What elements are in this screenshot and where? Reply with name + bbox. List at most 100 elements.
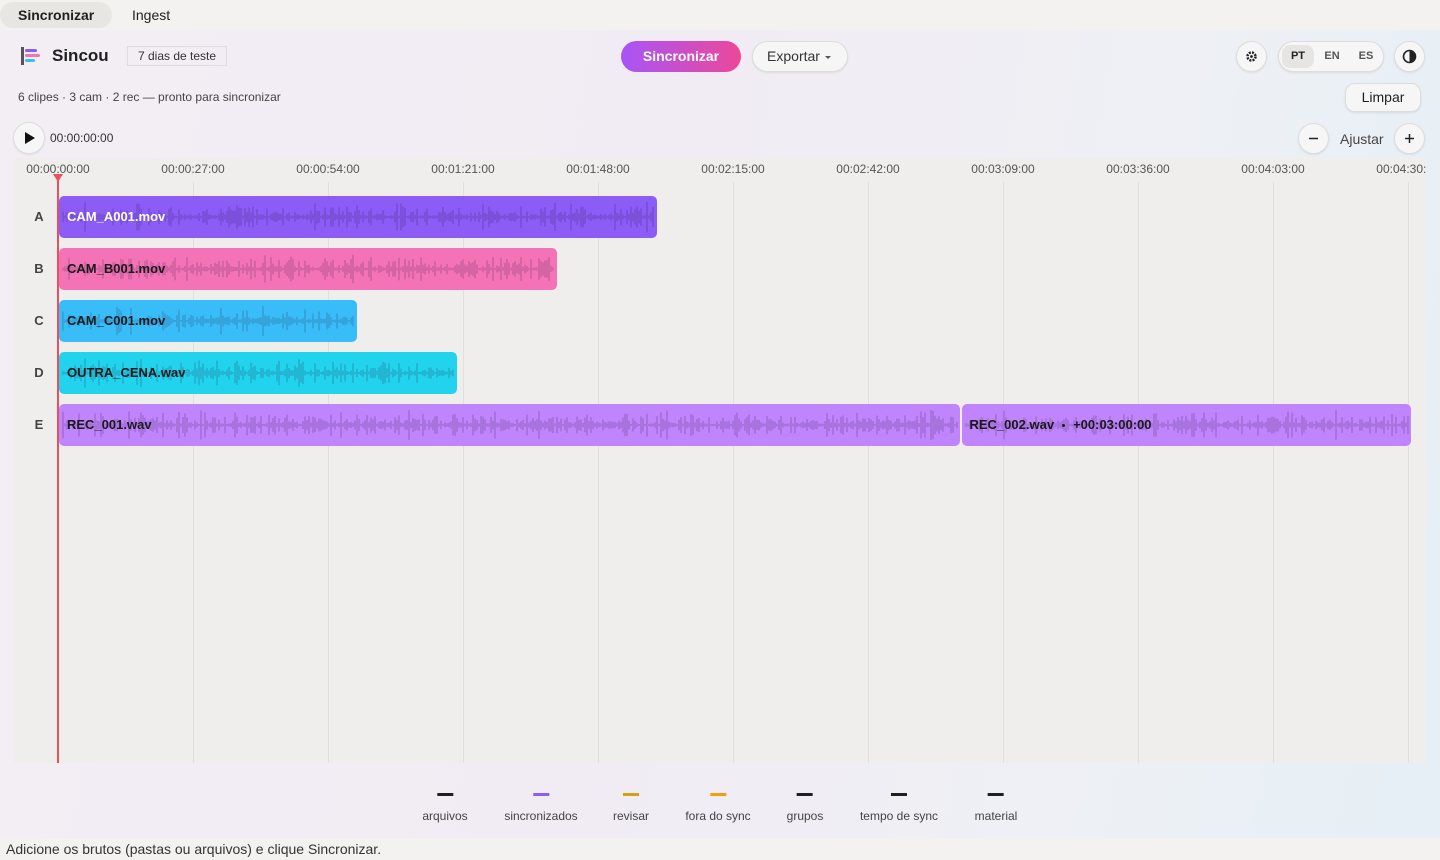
legend-label: fora do sync [685,809,751,823]
grid-line [463,182,464,763]
waveform [62,358,454,388]
clip[interactable]: CAM_A001.mov [59,196,657,238]
export-label: Exportar [767,48,820,64]
legend-item: sincronizados [504,790,578,823]
track-label: E [34,417,44,432]
waveform [62,201,654,233]
ruler-label: 00:00:54:00 [296,162,360,176]
legend-label: arquivos [422,809,468,823]
grid-line [733,182,734,763]
clip[interactable]: OUTRA_CENA.wav [59,352,457,394]
footer-hint: Adicione os brutos (pastas ou arquivos) … [0,838,1440,860]
track-label: B [34,261,44,276]
clip-offset: +00:03:00:00 [1073,417,1152,432]
clip-name: CAM_C001.mov [67,300,165,342]
ruler-label: 00:00:27:00 [161,162,225,176]
ruler-label: 00:01:21:00 [431,162,495,176]
legend-swatch [890,793,907,796]
trial-badge: 7 dias de teste [127,46,228,66]
legend-label: material [974,809,1018,823]
clip-filename: CAM_B001.mov [67,261,166,276]
legend-item: fora do sync [685,790,751,823]
clip-filename: OUTRA_CENA.wav [67,365,186,380]
tab[interactable]: Ingest [132,7,171,23]
fit-button[interactable]: Ajustar [1340,131,1384,147]
clip-name: CAM_B001.mov [67,248,165,290]
clip-name: OUTRA_CENA.wav [67,352,185,394]
ruler-label: 00:01:48:00 [566,162,630,176]
play-button[interactable] [13,122,45,154]
language-option[interactable]: EN [1324,50,1340,62]
settings-button[interactable] [1236,41,1267,72]
logo [21,47,40,65]
ruler-label: 00:03:09:00 [971,162,1035,176]
grid-line [868,182,869,763]
playhead-handle [53,174,63,182]
clip[interactable]: CAM_C001.mov [59,300,357,342]
clip-name: REC_001.wav [67,404,152,446]
legend-item: grupos [786,790,824,823]
status-text: 6 clipes · 3 cam · 2 rec — pronto para s… [18,90,281,104]
ruler-label: 00:02:42:00 [836,162,900,176]
clip-filename: REC_001.wav [67,417,152,432]
grid-line [1408,182,1409,763]
legend-label: sincronizados [504,809,578,823]
legend-label: tempo de sync [859,809,939,823]
legend-swatch [436,793,453,796]
separator-dot [1062,424,1066,428]
grid-line [598,182,599,763]
ruler-label: 00:04:30:00 [1376,162,1426,176]
caret [824,56,831,59]
clip-name: CAM_A001.mov [67,196,165,238]
clip-name: REC_002.wav +00:03:00:00 [970,404,1152,446]
app-name: Sincou [52,46,109,65]
ruler-label: 00:02:15:00 [701,162,765,176]
grid-line [193,182,194,763]
zoom-in-button[interactable] [1394,123,1425,154]
clip[interactable]: REC_001.wav [59,404,960,446]
grid-line [328,182,329,763]
track-label: D [34,365,44,380]
plus-icon [1405,134,1414,143]
minus-icon [1309,137,1318,140]
play-icon [25,132,35,144]
waveform [62,409,958,441]
legend-item: revisar [613,790,649,823]
contrast-icon [1402,49,1417,64]
legend-item: tempo de sync [860,790,938,823]
legend-swatch [533,793,549,796]
clip-filename: REC_002.wav [969,417,1055,432]
clip-filename: CAM_A001.mov [67,209,166,224]
track-label: A [34,209,44,224]
language-option[interactable]: ES [1358,50,1374,62]
clip-filename: CAM_C001.mov [67,313,166,328]
grid-line [1273,182,1274,763]
theme-button[interactable] [1394,41,1425,72]
gear-icon [1246,51,1257,62]
playhead [57,178,59,763]
sync-button[interactable]: Sincronizar [621,41,741,72]
legend-label: revisar [612,809,650,823]
clear-button[interactable]: Limpar [1345,83,1421,112]
language-option[interactable]: PT [1282,45,1314,68]
tab[interactable]: Sincronizar [0,2,113,28]
ruler-label: 00:04:03:00 [1241,162,1305,176]
waveform-path [62,409,958,441]
legend-swatch [988,793,1004,796]
clip[interactable]: REC_002.wav +00:03:00:00 [961,404,1411,446]
legend-swatch [796,793,813,796]
legend-item: material [974,790,1018,823]
timecode: 00:00:00:00 [50,131,114,145]
tab-bar: Sincronizar Ingest [0,0,1440,30]
legend-label: grupos [786,809,824,823]
timeline: 00:00:00:00 00:00:27:00 00:00:54:00 00:01:2… [14,158,1426,763]
waveform [62,254,554,284]
legend-swatch [710,793,726,796]
language-switch: PT EN ES [1278,41,1384,72]
waveform [62,306,354,336]
export-button[interactable]: Exportar [752,41,848,72]
zoom-out-button[interactable] [1298,123,1329,154]
waveform-path [62,306,354,336]
clip[interactable]: CAM_B001.mov [59,248,557,290]
